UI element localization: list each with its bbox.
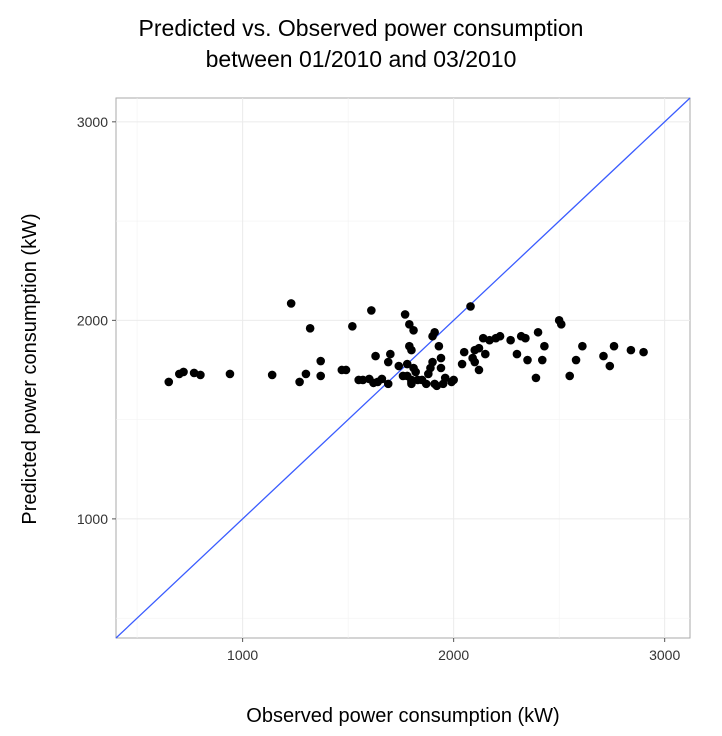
data-point [540, 341, 549, 351]
data-point [267, 370, 277, 380]
data-point [386, 349, 395, 359]
data-point [626, 345, 636, 355]
data-point [459, 347, 469, 357]
data-point [571, 355, 581, 365]
grid-lines [116, 98, 690, 638]
data-point [367, 306, 376, 315]
data-point [436, 363, 446, 373]
data-point [225, 369, 235, 379]
data-point [179, 367, 188, 377]
data-point [316, 356, 325, 366]
data-point [407, 345, 416, 355]
data-point [531, 373, 541, 383]
data-point [457, 359, 467, 369]
data-point [512, 349, 522, 359]
data-point [348, 322, 357, 331]
x-axis-title: Observed power consumption (kW) [246, 705, 559, 727]
data-point [358, 375, 368, 385]
data-point [506, 335, 515, 345]
data-point [411, 367, 420, 377]
chart-title-line-2: between 01/2010 and 03/2010 [205, 46, 517, 72]
data-point [407, 375, 416, 385]
data-point [409, 325, 418, 335]
data-point [377, 374, 387, 384]
data-point [639, 347, 648, 357]
data-point [466, 302, 475, 311]
data-point [434, 341, 444, 351]
data-point [371, 351, 380, 361]
data-point [474, 365, 484, 375]
data-point [521, 333, 530, 343]
data-point [383, 379, 393, 389]
data-point [196, 370, 205, 380]
data-point [286, 299, 296, 308]
y-tick-label: 2000 [77, 312, 108, 328]
data-point [436, 353, 446, 363]
y-axis-ticks: 1000 2000 3000 [77, 114, 116, 527]
y-tick-label: 3000 [77, 114, 108, 130]
data-point [578, 341, 587, 351]
data-point [533, 327, 543, 337]
data-point [495, 331, 505, 341]
data-point [394, 361, 404, 371]
reference-line-group [115, 97, 691, 639]
data-points [164, 299, 648, 391]
data-point [402, 359, 412, 369]
data-point [164, 377, 174, 387]
data-point [470, 357, 480, 367]
data-point [481, 349, 490, 359]
data-point [609, 341, 619, 351]
data-point [599, 351, 608, 361]
y-tick-label: 1000 [77, 511, 108, 527]
data-point [341, 365, 351, 375]
data-point [523, 355, 532, 365]
x-tick-label: 1000 [227, 647, 258, 663]
chart-title-line-1: Predicted vs. Observed power consumption [138, 15, 584, 41]
data-point [474, 343, 484, 353]
data-point [383, 357, 393, 367]
x-tick-label: 2000 [438, 647, 469, 663]
data-point [449, 375, 458, 385]
data-point [537, 355, 547, 365]
data-point [430, 327, 439, 337]
data-point [400, 310, 410, 319]
data-point [428, 357, 437, 367]
data-point [565, 371, 575, 381]
data-point [440, 373, 450, 383]
data-point [305, 323, 315, 333]
data-point [556, 320, 566, 329]
data-point [301, 369, 311, 379]
y-axis-title: Predicted power consumption (kW) [19, 213, 41, 524]
data-point [405, 320, 414, 329]
data-point [295, 377, 304, 387]
x-tick-label: 3000 [649, 647, 680, 663]
data-point [605, 361, 615, 371]
data-point [316, 371, 325, 381]
reference-line [115, 97, 691, 639]
data-point [421, 379, 431, 389]
x-axis-ticks: 1000 2000 3000 [227, 638, 680, 663]
